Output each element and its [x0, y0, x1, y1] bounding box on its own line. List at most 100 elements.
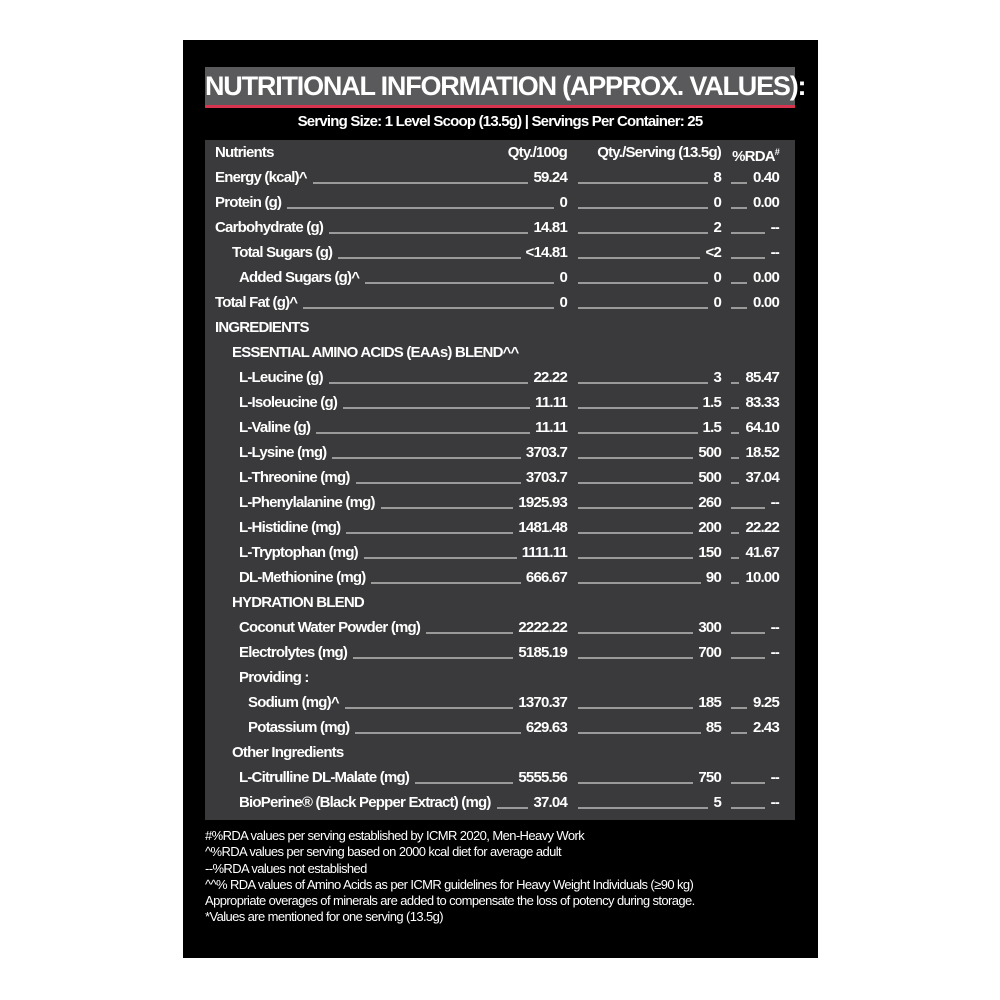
leader-line — [380, 506, 514, 509]
qty-per-100g: 59.24 — [533, 169, 567, 186]
nutrient-name: L-Citrulline DL-Malate (mg) — [239, 769, 410, 786]
leader-line — [312, 181, 529, 184]
table-row: L-Tryptophan (mg) 1111.11 150 41.67 — [205, 540, 795, 565]
leader-line — [303, 306, 555, 309]
leader-line — [355, 731, 521, 734]
leader-line — [578, 531, 694, 534]
rda-value: 2.43 — [753, 719, 780, 736]
qty-per-100g: 11.11 — [535, 419, 568, 436]
nutrient-name: L-Phenylalanine (mg) — [239, 494, 375, 511]
leader-line — [731, 456, 740, 459]
qty-per-serving: 0 — [713, 194, 721, 211]
qty-per-serving: 260 — [698, 494, 721, 511]
table-row: Coconut Water Powder (mg) 2222.22 300 -- — [205, 615, 795, 640]
nutrient-name: L-Tryptophan (mg) — [239, 544, 359, 561]
qty-per-100g: 5555.56 — [518, 769, 567, 786]
leader-line — [731, 781, 765, 784]
leader-line — [578, 381, 709, 384]
leader-line — [731, 306, 747, 309]
nutrient-name: Total Sugars (g) — [232, 244, 333, 261]
nutrient-name: L-Valine (g) — [239, 419, 311, 436]
qty-per-100g: 0 — [559, 194, 567, 211]
header-rda: %RDA — [732, 148, 775, 165]
header-qty-serving: Qty./Serving (13.5g) — [597, 144, 722, 161]
footnote: ^^% RDA values of Amino Acids as per ICM… — [205, 876, 694, 892]
qty-per-100g: 0 — [559, 269, 567, 286]
table-row: Carbohydrate (g) 14.81 2 -- — [205, 215, 795, 240]
table-row: Electrolytes (mg) 5185.19 700 -- — [205, 640, 795, 665]
rda-value: 0.00 — [753, 269, 780, 286]
nutrient-name: DL-Methionine (mg) — [239, 569, 366, 586]
rda-value: 0.40 — [753, 169, 780, 186]
table-row: Sodium (mg)^ 1370.37 185 9.25 — [205, 690, 795, 715]
qty-per-serving: 85 — [705, 719, 722, 736]
rda-value: -- — [770, 619, 780, 636]
leader-line — [344, 706, 514, 709]
rda-value: 18.52 — [745, 444, 779, 461]
footnote: Appropriate overages of minerals are add… — [205, 893, 695, 909]
nutrient-name: Potassium (mg) — [248, 719, 350, 736]
leader-line — [731, 481, 740, 484]
qty-per-100g: 1370.37 — [518, 694, 567, 711]
leader-line — [316, 431, 531, 434]
rda-value: 9.25 — [753, 694, 780, 711]
footnote: #%RDA values per serving established by … — [205, 828, 585, 843]
nutrient-name: BioPerine® (Black Pepper Extract) (mg) — [239, 794, 491, 811]
leader-line — [731, 256, 765, 259]
qty-per-serving: 700 — [698, 644, 721, 661]
footnotes: #%RDA values per serving established by … — [205, 828, 805, 926]
leader-line — [731, 231, 765, 234]
qty-per-serving: 500 — [698, 444, 721, 461]
qty-per-100g: 666.67 — [525, 569, 568, 586]
leader-line — [578, 256, 701, 259]
leader-line — [578, 506, 694, 509]
section-heading-row: Other Ingredients — [205, 740, 795, 765]
table-row: L-Leucine (g) 22.22 3 85.47 — [205, 365, 795, 390]
qty-per-100g: 2222.22 — [518, 619, 567, 636]
qty-per-100g: 1925.93 — [518, 494, 567, 511]
leader-line — [731, 706, 747, 709]
rda-value: 10.00 — [745, 569, 779, 586]
leader-line — [332, 456, 521, 459]
leader-line — [338, 256, 521, 259]
header-qty-100g: Qty./100g — [507, 144, 568, 161]
leader-line — [731, 731, 747, 734]
section-heading: ESSENTIAL AMINO ACIDS (EAAs) BLEND^^ — [232, 344, 519, 361]
leader-line — [578, 306, 709, 309]
table-row: L-Lysine (mg) 3703.7 500 18.52 — [205, 440, 795, 465]
table-header-row: Nutrients Qty./100g Qty./Serving (13.5g)… — [205, 140, 795, 165]
rda-value: -- — [770, 644, 780, 661]
leader-line — [578, 706, 694, 709]
section-heading-row: HYDRATION BLEND — [205, 590, 795, 615]
table-row: L-Isoleucine (g) 11.11 1.5 83.33 — [205, 390, 795, 415]
table-row: Added Sugars (g)^ 0 0 0.00 — [205, 265, 795, 290]
leader-line — [415, 781, 514, 784]
leader-line — [355, 481, 521, 484]
label-title: NUTRITIONAL INFORMATION (APPROX. VALUES)… — [205, 67, 806, 108]
qty-per-serving: 0 — [713, 294, 721, 311]
leader-line — [731, 581, 740, 584]
nutrient-name: Coconut Water Powder (mg) — [239, 619, 421, 636]
qty-per-100g: 3703.7 — [525, 444, 568, 461]
rda-value: 0.00 — [753, 194, 780, 211]
qty-per-serving: 1.5 — [702, 419, 722, 436]
qty-per-100g: 1111.11 — [521, 544, 568, 561]
leader-line — [731, 806, 765, 809]
leader-line — [731, 281, 747, 284]
qty-per-serving: 300 — [698, 619, 721, 636]
rda-value: -- — [770, 244, 780, 261]
qty-per-serving: <2 — [705, 244, 721, 261]
section-heading-row: Providing : — [205, 665, 795, 690]
leader-line — [365, 281, 555, 284]
leader-line — [328, 381, 529, 384]
section-heading: Providing : — [239, 669, 309, 686]
leader-line — [731, 206, 747, 209]
nutrient-name: Energy (kcal)^ — [215, 169, 308, 186]
leader-line — [578, 431, 698, 434]
section-heading-row: ESSENTIAL AMINO ACIDS (EAAs) BLEND^^ — [205, 340, 795, 365]
leader-line — [426, 631, 514, 634]
leader-line — [578, 481, 694, 484]
leader-line — [578, 231, 709, 234]
section-heading: Other Ingredients — [232, 744, 344, 761]
table-row: Total Sugars (g) <14.81 <2 -- — [205, 240, 795, 265]
